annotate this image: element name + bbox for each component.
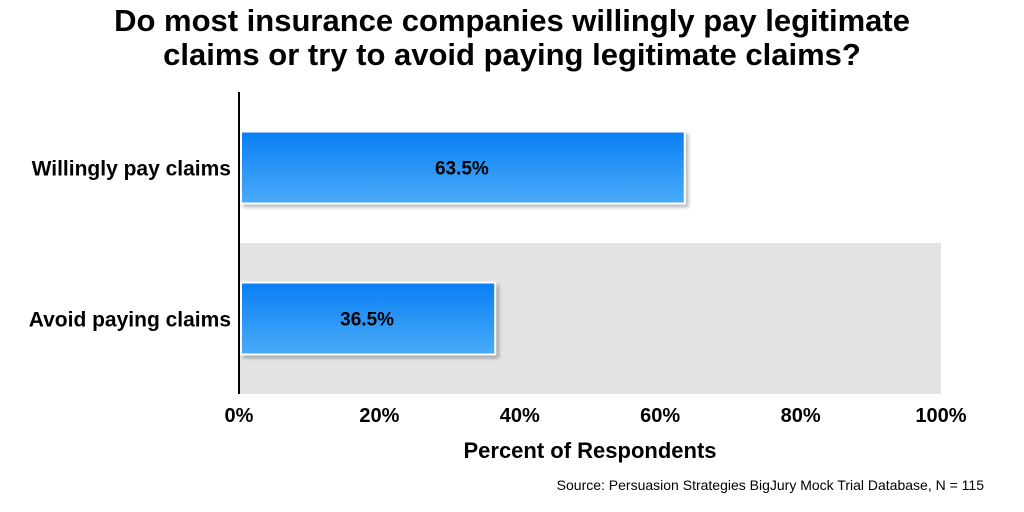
x-tick-label-1: 20%: [359, 405, 399, 427]
x-tick-label-2: 40%: [500, 405, 540, 427]
chart-title-line-2: claims or try to avoid paying legitimate…: [163, 37, 861, 72]
bar-0: [240, 130, 686, 205]
source-note: Source: Persuasion Strategies BigJury Mo…: [556, 477, 984, 493]
x-tick-label-0: 0%: [225, 405, 254, 427]
x-tick-label-3: 60%: [640, 405, 680, 427]
chart-title: Do most insurance companies willingly pa…: [0, 4, 1024, 72]
data-label-0: 63.5%: [435, 159, 489, 180]
data-label-1: 36.5%: [340, 310, 394, 331]
category-label-1: Avoid paying claims: [29, 309, 231, 332]
x-axis-title: Percent of Respondents: [463, 438, 716, 463]
x-tick-label-4: 80%: [781, 405, 821, 427]
bar-1: [240, 281, 497, 356]
category-label-0: Willingly pay claims: [32, 158, 231, 181]
chart-title-line-1: Do most insurance companies willingly pa…: [114, 3, 910, 38]
x-tick-label-5: 100%: [915, 405, 966, 427]
